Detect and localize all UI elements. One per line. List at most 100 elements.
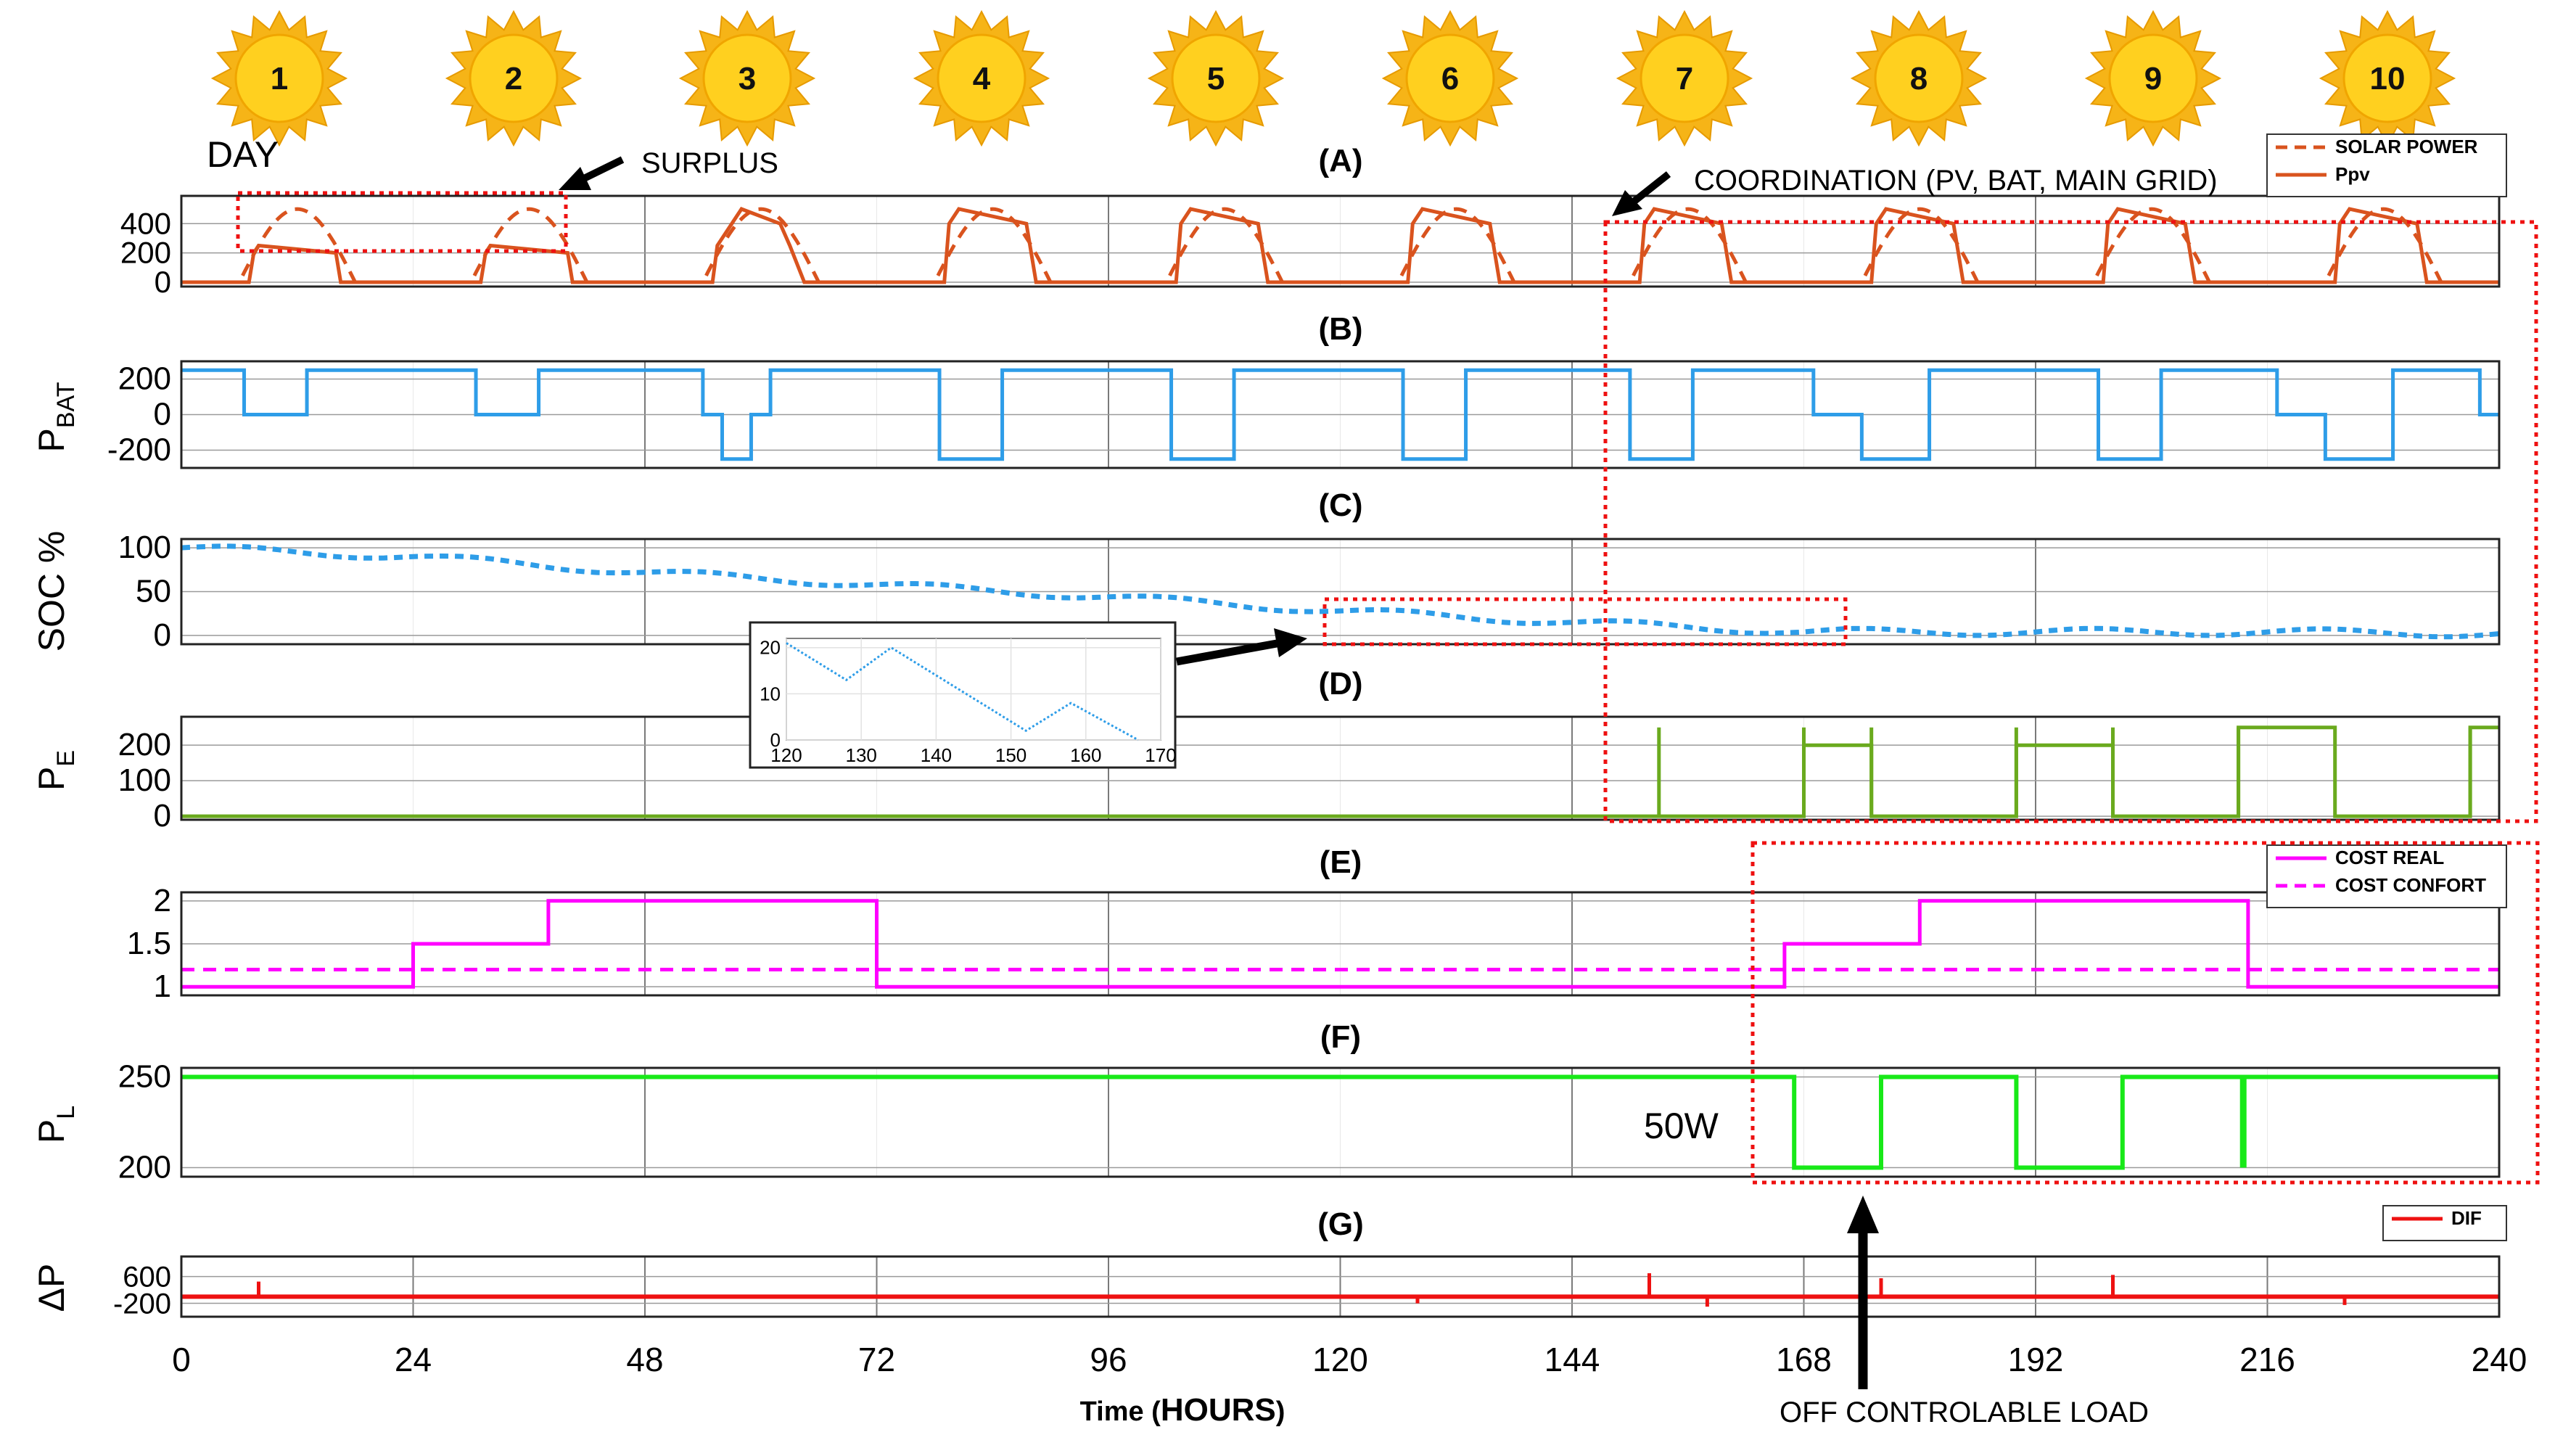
x-axis-label-unit: HOURS (1161, 1392, 1276, 1428)
day-label: DAY (207, 134, 279, 175)
x-tick-label: 168 (1776, 1341, 1832, 1378)
panel-frame (180, 891, 2501, 997)
inset-x-tick-label: 130 (846, 744, 877, 766)
y-tick-label: 100 (118, 530, 171, 565)
sun-core (469, 33, 559, 123)
sun-icon: 5 (1147, 9, 1285, 147)
legend-entry: SOLAR POWER (2335, 136, 2478, 157)
y-tick-label: 200 (118, 1150, 171, 1185)
day-number: 8 (1910, 61, 1928, 96)
x-tick-label: 48 (626, 1341, 663, 1378)
legend: SOLAR POWER Ppv (2266, 133, 2507, 197)
panel-4: 1 1.5 2 (E) COST REAL COST CONFORT (127, 844, 2507, 1004)
series-group (181, 207, 2499, 287)
coordination-label: COORDINATION (PV, BAT, MAIN GRID) (1694, 165, 2218, 197)
surplus-label: SURPLUS (641, 147, 778, 179)
x-axis-label-prefix: Time ( (1080, 1397, 1161, 1427)
x-tick-label: 120 (1312, 1341, 1368, 1378)
sun-core (2342, 33, 2432, 123)
legend-box (2382, 1205, 2507, 1241)
day-number: 10 (2370, 61, 2406, 96)
sun-icon: 2 (445, 9, 583, 147)
sun-icon: 1 (210, 9, 348, 147)
panel-title: (A) (1318, 143, 1362, 178)
y-tick-label: 200 (120, 236, 171, 270)
y-tick-label: 100 (118, 762, 171, 798)
x-axis: 0 24 48 72 96 120 144 168 192 216 240 (172, 1341, 2527, 1378)
y-axis-label-main: P (31, 428, 72, 452)
legend-box (2266, 844, 2507, 908)
panel-title: (F) (1320, 1019, 1361, 1055)
day-number: 3 (739, 61, 756, 96)
x-axis-label: Time (HOURS) (1080, 1392, 1285, 1428)
x-tick-label: 96 (1090, 1341, 1127, 1378)
sun-icon: 10 (2319, 9, 2456, 147)
panel-5: 200 250 (F) PL (31, 1019, 2501, 1185)
legend: COST REAL COST CONFORT (2266, 844, 2507, 908)
y-tick-label: -200 (113, 1288, 171, 1320)
legend-entry: Ppv (2335, 163, 2370, 185)
y-axis-label-main: SOC % (31, 531, 72, 652)
y-tick-label: 250 (118, 1059, 171, 1095)
y-tick-label: -200 (107, 432, 171, 468)
y-tick-label: 200 (118, 361, 171, 397)
inset-arrow (1176, 628, 1307, 666)
x-tick-label: 24 (395, 1341, 432, 1378)
y-tick-label: 0 (154, 617, 171, 653)
y-axis-label: SOC % (31, 531, 72, 652)
sun-core (1874, 33, 1964, 123)
panel-frame (180, 715, 2501, 821)
y-axis-label: ΔP (31, 1264, 72, 1312)
legend-entry: DIF (2451, 1207, 2482, 1229)
panel-title: (D) (1318, 666, 1362, 702)
series-group (181, 543, 2499, 640)
y-tick-label: 0 (154, 798, 171, 834)
y-tick-label: 0 (154, 397, 171, 432)
cost-real-line (181, 899, 2499, 989)
inset-y-tick-label: 10 (760, 683, 781, 704)
panel-title: (E) (1320, 844, 1362, 880)
sun-icon: 4 (913, 9, 1050, 147)
sun-core (234, 33, 324, 123)
inset-soc-line (786, 642, 1139, 741)
x-tick-label: 216 (2239, 1341, 2295, 1378)
day-number: 1 (271, 61, 288, 96)
off-load-label: OFF CONTROLABLE LOAD (1780, 1397, 2149, 1428)
series-group (181, 725, 2499, 818)
x-tick-label: 0 (172, 1341, 191, 1378)
panel-frame (180, 360, 2501, 469)
series-group (181, 368, 2499, 461)
day-number: 6 (1441, 61, 1459, 96)
y-tick-label: 2 (154, 883, 171, 918)
soc-line (181, 543, 2499, 640)
y-tick-label: 50 (136, 574, 171, 609)
day-number: 2 (505, 61, 522, 96)
inset-x-tick-label: 120 (770, 744, 802, 766)
series-group (181, 1074, 2499, 1170)
sun-icon: 7 (1616, 9, 1753, 147)
day-number: 9 (2144, 61, 2162, 96)
y-axis-label-main: P (31, 767, 72, 791)
x-tick-label: 240 (2472, 1341, 2527, 1378)
series-group (181, 1273, 2499, 1307)
inset-x-tick-label: 160 (1070, 744, 1101, 766)
legend: DIF (2382, 1205, 2507, 1241)
y-tick-label: 0 (155, 265, 171, 299)
pbat-line (181, 368, 2499, 461)
panel-frame (180, 538, 2501, 646)
load-step-label: 50W (1644, 1106, 1719, 1146)
legend-entry: COST REAL (2335, 847, 2444, 868)
ppv-line (181, 207, 2499, 284)
sun-icon: 9 (2084, 9, 2222, 147)
y-tick-label: 400 (120, 206, 171, 240)
sun-core (2108, 33, 2198, 123)
inset-y-tick-label: 20 (760, 637, 781, 659)
x-tick-label: 72 (858, 1341, 895, 1378)
inset-frame (749, 621, 1177, 769)
solar-power-line (181, 207, 2499, 287)
